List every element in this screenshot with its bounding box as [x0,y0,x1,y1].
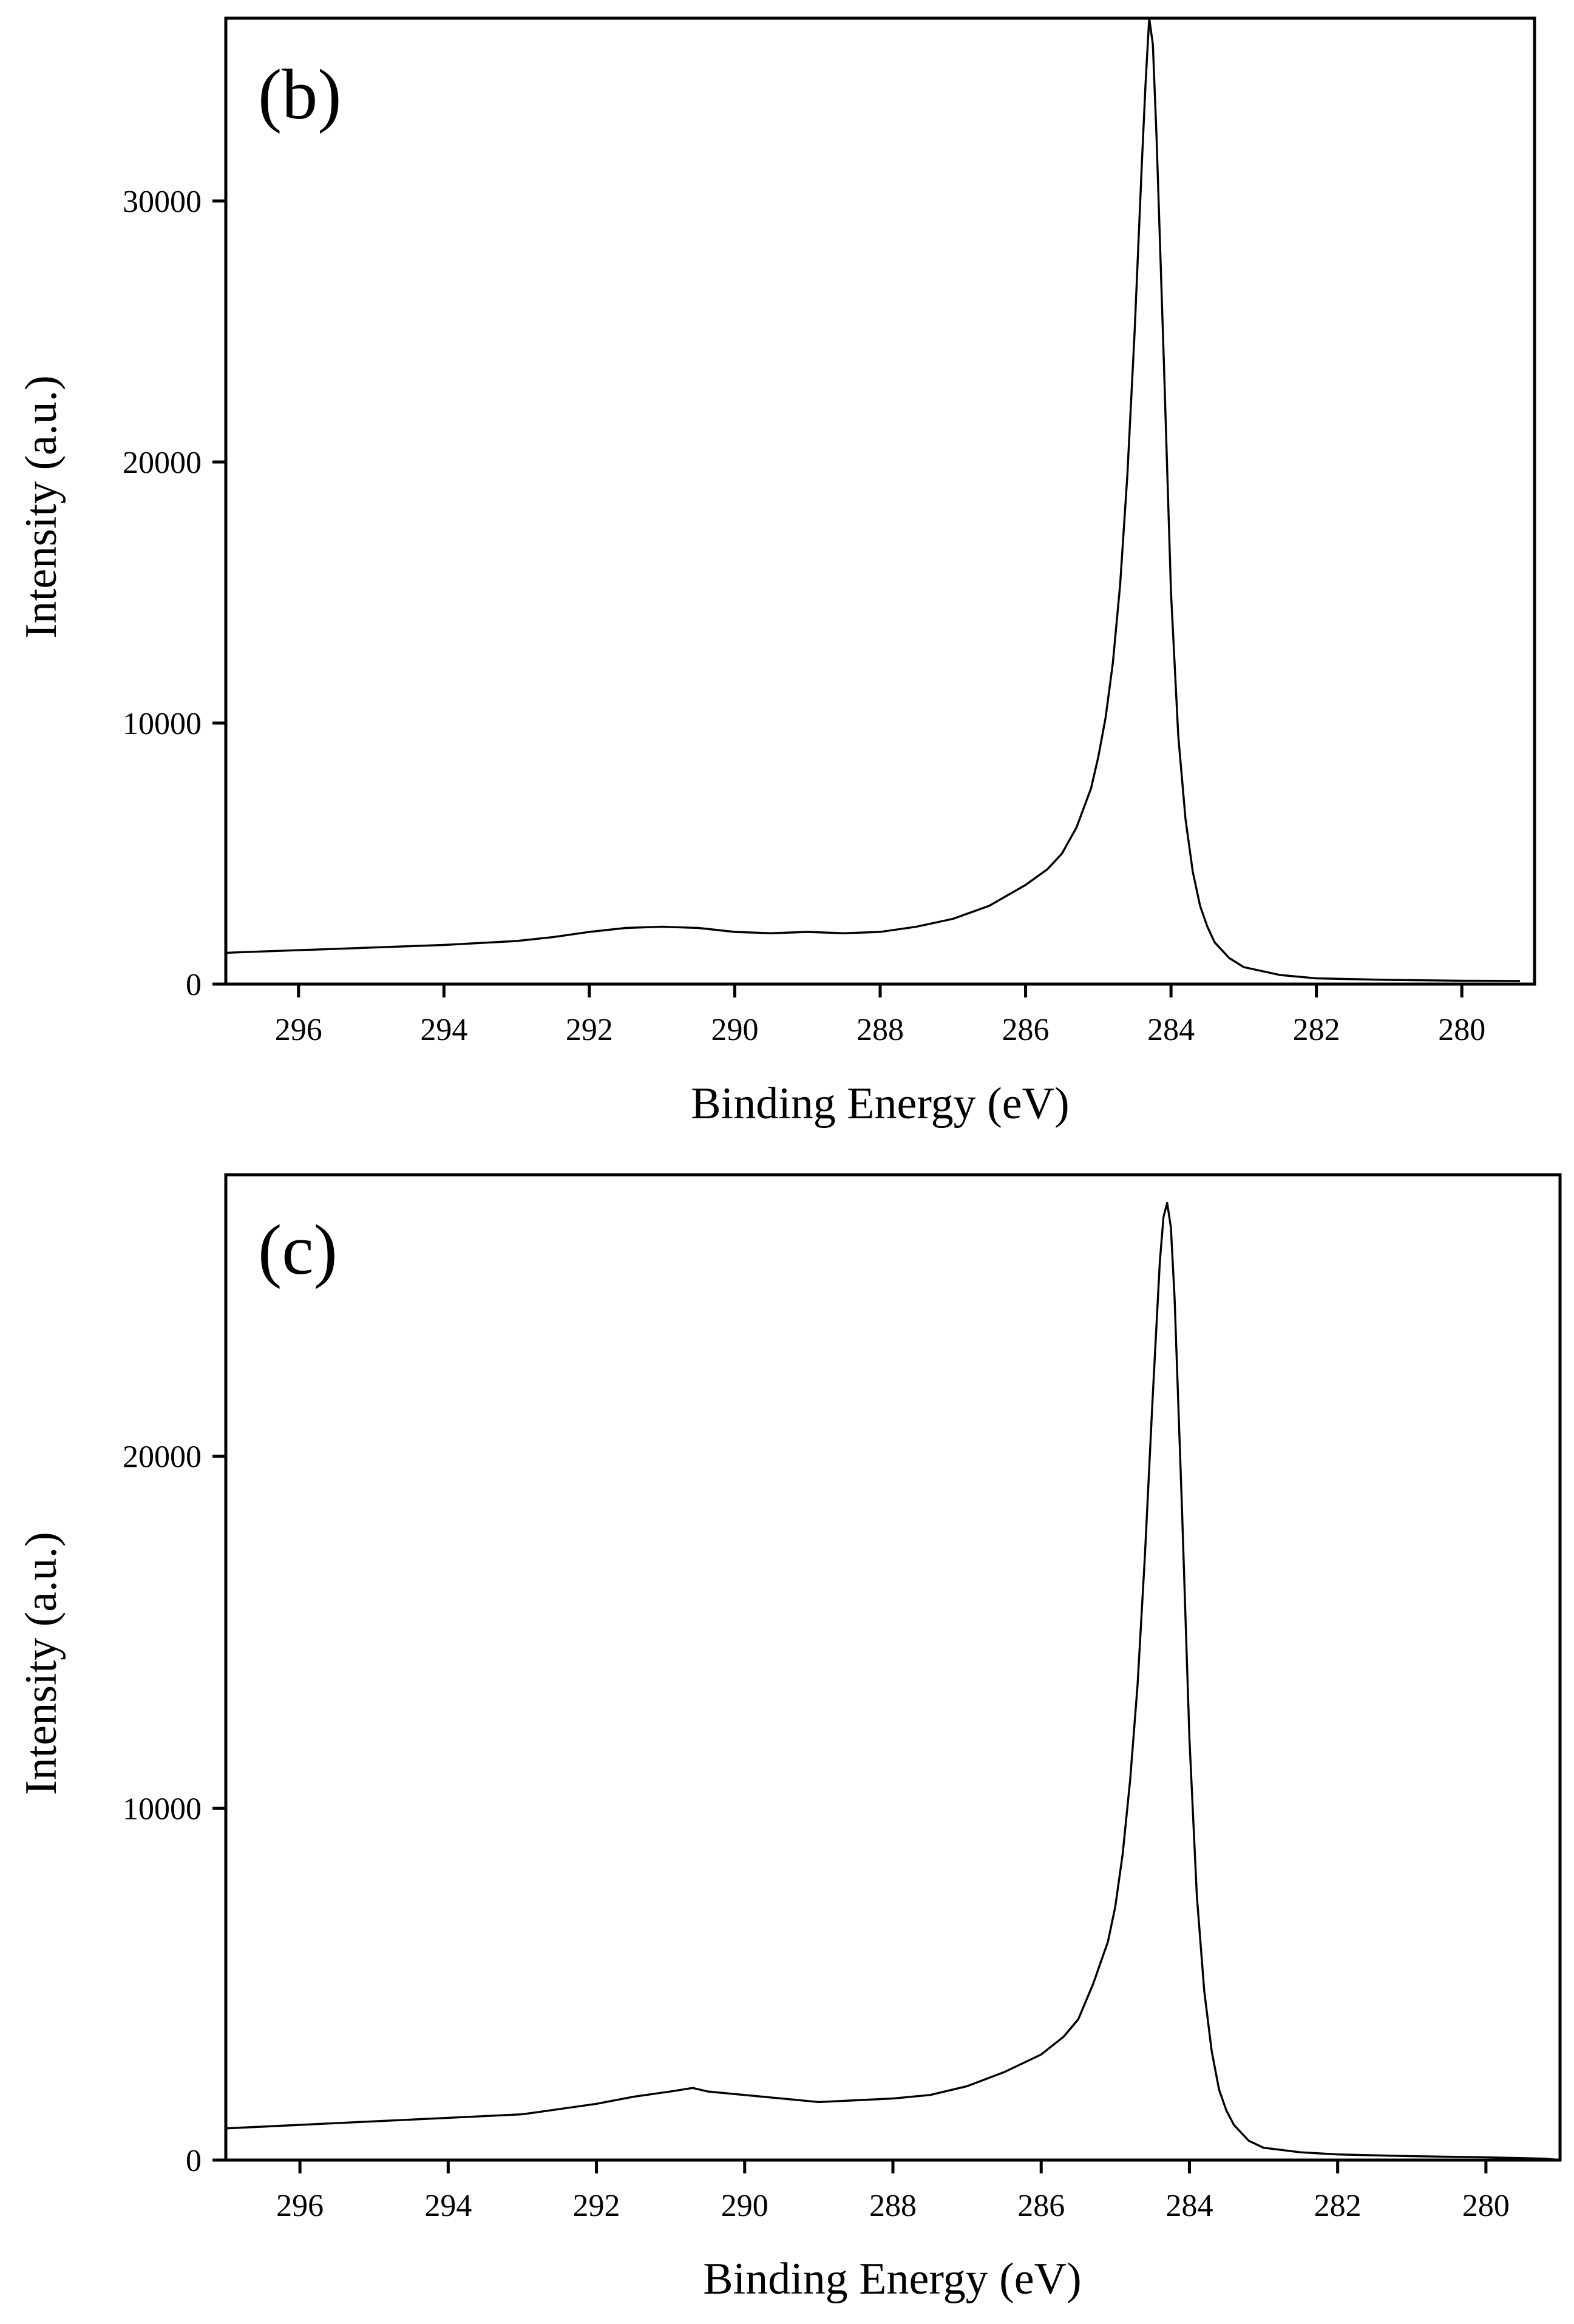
x-tick-label-b: 282 [1293,1013,1340,1047]
y-tick-label-b: 20000 [123,446,202,480]
x-tick-label-b: 280 [1438,1013,1485,1047]
x-tick-label-c: 284 [1165,2189,1213,2223]
y-axis-title-c: Intensity (a.u.) [16,1532,66,1795]
x-tick-label-c: 294 [424,2189,472,2223]
chart-panel-b: 296 294 292 290 288 286 284 282 280 0 10000 20000 3… [16,16,1536,1129]
y-tick-label-c: 0 [186,2144,202,2178]
x-tick-label-b: 286 [1002,1013,1050,1047]
x-axis-title-c: Binding Energy (eV) [703,2254,1081,2304]
x-tick-label-b: 296 [275,1013,322,1047]
x-tick-label-c: 292 [573,2189,620,2223]
y-tick-label-b: 0 [186,968,202,1002]
x-tick-label-b: 292 [566,1013,613,1047]
spectrum-line-b [225,17,1521,982]
x-tick-label-b: 284 [1147,1013,1195,1047]
x-tick-label-b: 290 [711,1013,758,1047]
x-tick-label-c: 280 [1462,2189,1510,2223]
x-tick-label-b: 288 [857,1013,904,1047]
y-tick-label-b: 30000 [123,185,202,219]
x-axis-title-b: Binding Energy (eV) [691,1079,1069,1129]
x-tick-label-c: 296 [276,2189,324,2223]
y-tick-label-c: 10000 [123,1792,202,1826]
x-axis-ticks-b: 296 294 292 290 288 286 284 282 280 [275,984,1485,1047]
y-tick-label-b: 10000 [123,707,202,741]
plot-frame-c [224,1173,1562,2162]
panel-label-b: (b) [258,55,342,134]
x-tick-label-c: 282 [1314,2189,1362,2223]
x-axis-ticks-c: 296 294 292 290 288 286 284 282 280 [276,2160,1510,2223]
x-tick-label-c: 286 [1017,2189,1065,2223]
panel-label-c: (c) [258,1210,338,1289]
plot-frame-b [224,16,1536,986]
y-axis-ticks-b: 0 10000 20000 30000 [123,185,226,1002]
y-tick-label-c: 20000 [123,1440,202,1475]
y-axis-ticks-c: 0 10000 20000 [123,1440,226,2178]
spectrum-line-c [225,1201,1561,2161]
chart-panel-c: 296 294 292 290 288 286 284 282 280 01000020000 … [16,1173,1562,2304]
x-tick-label-b: 294 [420,1013,467,1047]
x-tick-label-c: 288 [869,2189,917,2223]
y-axis-title-b: Intensity (a.u.) [16,375,66,639]
x-tick-label-c: 290 [721,2189,768,2223]
